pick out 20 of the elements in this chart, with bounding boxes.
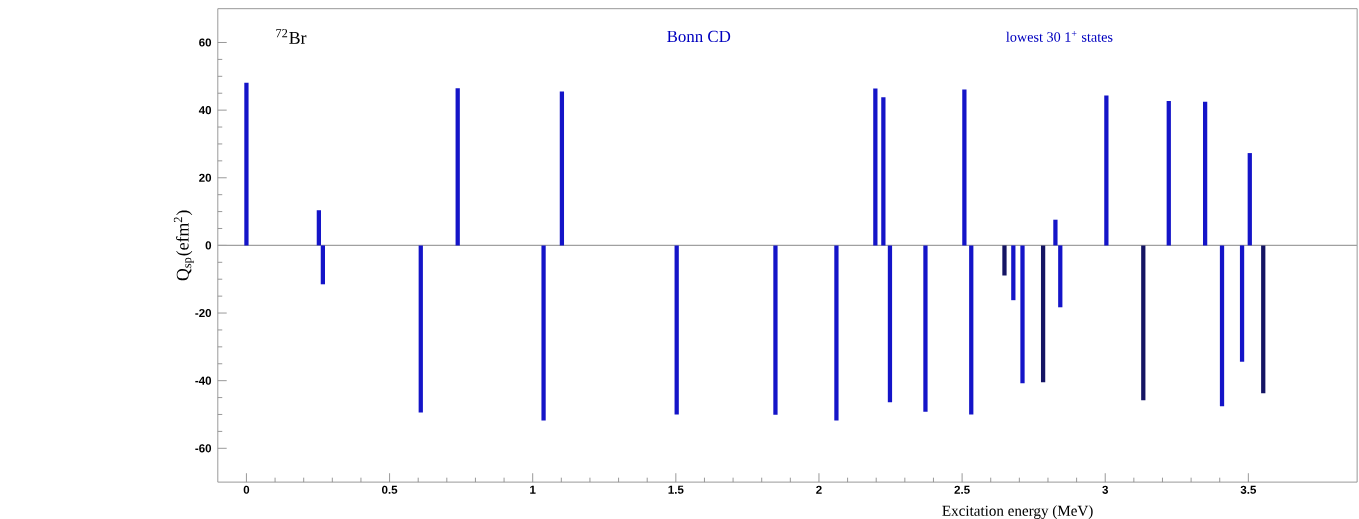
y-tick-label: 40 xyxy=(198,106,212,115)
y-axis-title: Q$_{sp}$(efm$^{2}$) xyxy=(173,210,194,281)
y-tick-label: 60 xyxy=(199,38,212,47)
annotation: lowest 30 1$^{+}$ states xyxy=(1006,31,1113,43)
x-tick-label: 2 xyxy=(816,485,822,494)
x-axis-title: Excitation energy (MeV) xyxy=(942,505,1093,519)
x-tick-label: 3.5 xyxy=(1240,485,1257,495)
x-tick-label: 1.5 xyxy=(668,485,684,494)
y-tick-label: -20 xyxy=(195,309,212,318)
annotation: $^{72}$Br xyxy=(276,29,307,44)
y-tick-label: 0 xyxy=(205,241,212,250)
y-tick-label: 20 xyxy=(199,173,212,183)
x-tick-label: 3 xyxy=(1102,485,1109,495)
x-tick-label: 1 xyxy=(530,485,536,494)
x-tick-label: 0 xyxy=(243,485,250,495)
annotation: Bonn CD xyxy=(667,30,731,43)
x-tick-label: 0.5 xyxy=(381,485,398,495)
y-tick-label: -60 xyxy=(195,444,212,453)
y-tick-label: -40 xyxy=(195,376,212,385)
x-tick-label: 2.5 xyxy=(954,485,970,495)
